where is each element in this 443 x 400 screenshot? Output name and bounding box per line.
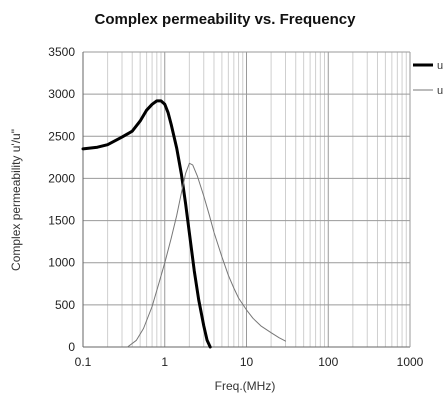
grid bbox=[82, 51, 410, 348]
x-tick-label: 0.1 bbox=[75, 355, 92, 369]
y-axis-label: Complex permeability u'/u" bbox=[9, 129, 23, 271]
y-tick-label: 500 bbox=[55, 298, 75, 312]
x-axis-label: Freq.(MHz) bbox=[215, 379, 276, 393]
x-tick-label: 1000 bbox=[397, 355, 424, 369]
y-tick-label: 3500 bbox=[48, 45, 75, 59]
series-line-u-prime bbox=[81, 99, 212, 349]
legend-label: u bbox=[437, 85, 443, 97]
series-line-u-double-prime bbox=[127, 162, 286, 348]
x-tick-label: 100 bbox=[318, 355, 338, 369]
y-tick-label: 2500 bbox=[48, 129, 75, 143]
x-tick-label: 10 bbox=[240, 355, 254, 369]
series-lines bbox=[81, 99, 286, 349]
tick-labels: 0 500 1000 1500 2000 2500 3000 3500 0.1 1 10 100 100… bbox=[48, 45, 423, 369]
y-tick-label: 2000 bbox=[48, 171, 75, 185]
axes bbox=[82, 52, 411, 348]
y-tick-label: 1000 bbox=[48, 256, 75, 270]
y-tick-label: 0 bbox=[68, 340, 75, 354]
legend-label: u bbox=[437, 60, 443, 72]
chart-title: Complex permeability vs. Frequency bbox=[95, 11, 357, 28]
legend: uu bbox=[413, 60, 443, 97]
y-tick-label: 1500 bbox=[48, 214, 75, 228]
x-tick-label: 1 bbox=[161, 355, 168, 369]
y-tick-label: 3000 bbox=[48, 87, 75, 101]
